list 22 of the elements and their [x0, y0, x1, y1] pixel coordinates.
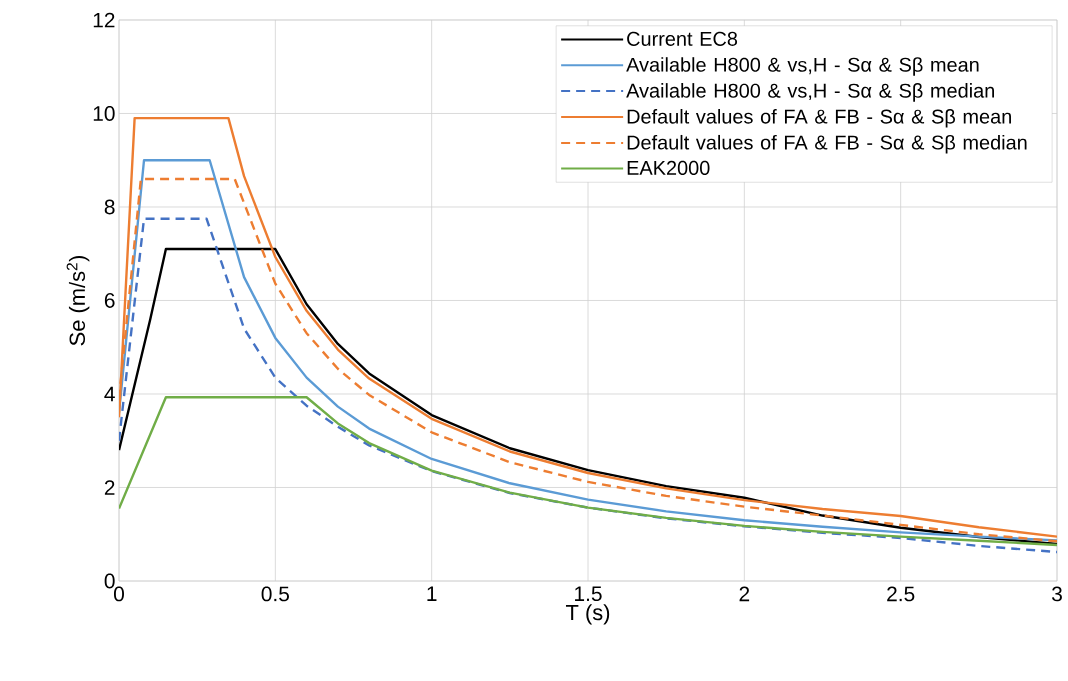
- legend-label: Available H800 & vs,H - Sα & Sβ median: [626, 83, 994, 102]
- y-tick-label: 2: [104, 480, 115, 495]
- x-axis-title: T (s): [565, 604, 610, 625]
- x-tick-label: 1.5: [575, 586, 602, 602]
- x-tick-label: 2.5: [887, 586, 915, 602]
- y-tick-label: 8: [104, 199, 115, 215]
- y-tick-label: 10: [93, 106, 115, 121]
- x-tick-label: 0.5: [261, 586, 289, 602]
- legend-label: EAK2000: [627, 160, 710, 175]
- x-tick-label: 3: [1051, 586, 1062, 602]
- legend-label: Available H800 & vs,H - Sα & Sβ mean: [626, 57, 979, 76]
- y-tick-label: 6: [104, 293, 115, 308]
- x-tick-label: 2: [739, 586, 750, 602]
- legend-label: Default values of FA & FB - Sα & Sβ median: [627, 134, 1027, 154]
- y-tick-label: 0: [104, 573, 115, 589]
- legend-label: Current EC8: [627, 31, 738, 46]
- x-tick-label: 1: [427, 586, 437, 601]
- y-tick-label: 12: [93, 12, 115, 28]
- y-axis-title: Se (m/s$^{2}$): [66, 255, 90, 346]
- y-tick-label: 4: [104, 386, 115, 402]
- legend-label: Default values of FA & FB - Sα & Sβ mean: [627, 109, 1011, 128]
- line-series: [119, 396, 1058, 547]
